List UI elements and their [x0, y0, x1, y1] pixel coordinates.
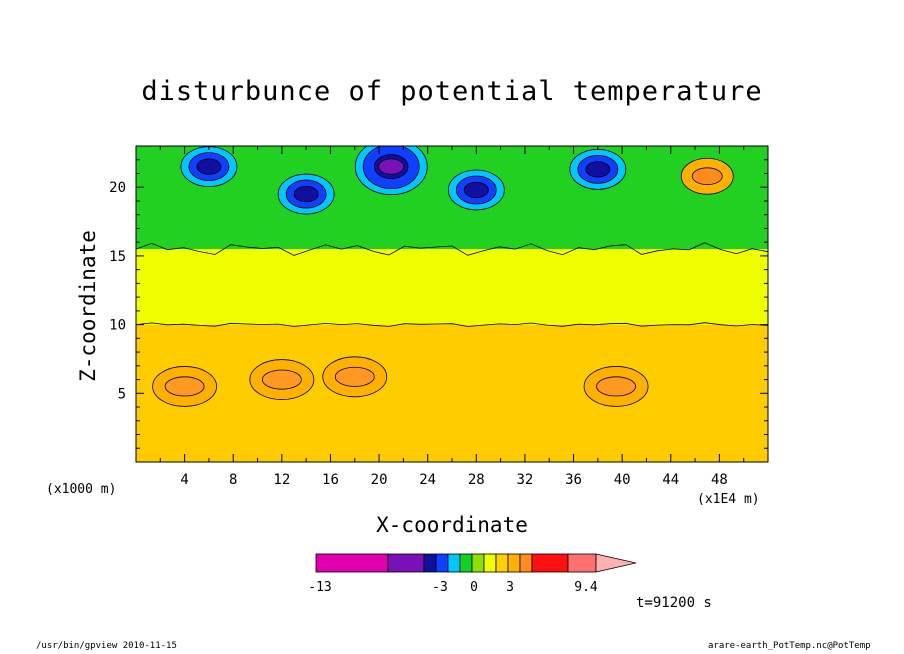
- feature-4-inner: [585, 161, 611, 178]
- feature-0: [354, 146, 428, 196]
- colorbar-segment-1: [387, 553, 425, 573]
- colorbar-segment-6: [471, 553, 485, 573]
- chart-title: disturbunce of potential temperature: [141, 76, 763, 107]
- x-tick-label-7: 32: [516, 472, 533, 488]
- x-tick-label-9: 40: [614, 472, 631, 488]
- x-tick-label-8: 36: [565, 472, 582, 488]
- colorbar-segment-2: [423, 553, 437, 573]
- feature-7: [249, 359, 315, 400]
- colorbar-segment-5: [459, 553, 473, 573]
- colorbar-segment-8: [495, 553, 509, 573]
- y-tick-label-1: 10: [109, 318, 126, 334]
- x-tick-label-0: 4: [180, 472, 188, 488]
- feature-9: [583, 366, 649, 407]
- layer-band-0: [136, 324, 768, 462]
- colorbar-segment-7: [483, 553, 497, 573]
- feature-8-inner: [334, 366, 375, 387]
- feature-7-inner: [261, 369, 302, 390]
- colorbar-segment-11: [531, 553, 569, 573]
- colorbar-label-2: 0: [470, 580, 478, 595]
- y-tick-label-0: 5: [118, 386, 126, 402]
- x-tick-label-4: 20: [371, 472, 388, 488]
- colorbar-segment-3: [435, 553, 449, 573]
- feature-8: [322, 356, 388, 398]
- x-tick-label-2: 12: [273, 472, 290, 488]
- colorbar-segment-10: [519, 553, 533, 573]
- feature-5: [680, 157, 734, 195]
- layer-boundary-2: [136, 242, 768, 256]
- x-tick-label-1: 8: [229, 472, 237, 488]
- colorbar-segment-12: [567, 553, 597, 573]
- feature-6: [152, 366, 218, 407]
- layer-boundary-1: [136, 322, 768, 327]
- x-tick-label-3: 16: [322, 472, 339, 488]
- feature-5-inner: [691, 167, 723, 186]
- feature-1: [180, 146, 238, 188]
- colorbar-label-0: -13: [308, 580, 331, 595]
- footer-program: /usr/bin/gpview 2010-11-15: [36, 641, 177, 651]
- time-label: t=91200 s: [636, 595, 712, 611]
- y-tick-label-3: 20: [109, 180, 126, 196]
- colorbar-label-3: 3: [506, 580, 514, 595]
- feature-2: [277, 173, 335, 215]
- feature-2-inner: [293, 185, 319, 203]
- layer-band-1: [136, 249, 768, 325]
- feature-4: [569, 148, 627, 190]
- y-tick-label-2: 15: [109, 249, 126, 265]
- x-tick-label-11: 48: [711, 472, 728, 488]
- x-tick-label-10: 44: [662, 472, 679, 488]
- feature-0-core: [378, 158, 405, 175]
- colorbar: -13 -3 0 3 9.4: [308, 553, 637, 595]
- colorbar-label-1: -3: [432, 580, 448, 595]
- x-tick-label-5: 24: [419, 472, 436, 488]
- x-tick-label-6: 28: [468, 472, 485, 488]
- footer-variable: arare-earth_PotTemp.nc@PotTemp: [708, 641, 871, 651]
- feature-1-inner: [196, 158, 222, 175]
- colorbar-segment-4: [447, 553, 461, 573]
- contour-field: [136, 146, 768, 462]
- x-axis-unit-right: (x1E4 m): [697, 492, 760, 507]
- colorbar-label-4: 9.4: [574, 580, 598, 595]
- colorbar-segment-9: [507, 553, 521, 573]
- feature-9-inner: [596, 376, 636, 397]
- x-axis-label: X-coordinate: [376, 513, 528, 537]
- feature-3-inner: [463, 181, 489, 199]
- x-axis-unit-left: (x1000 m): [46, 482, 117, 497]
- colorbar-segment-0: [315, 553, 389, 573]
- feature-3: [447, 169, 505, 211]
- colorbar-arrow: [595, 553, 637, 573]
- feature-6-inner: [164, 376, 205, 397]
